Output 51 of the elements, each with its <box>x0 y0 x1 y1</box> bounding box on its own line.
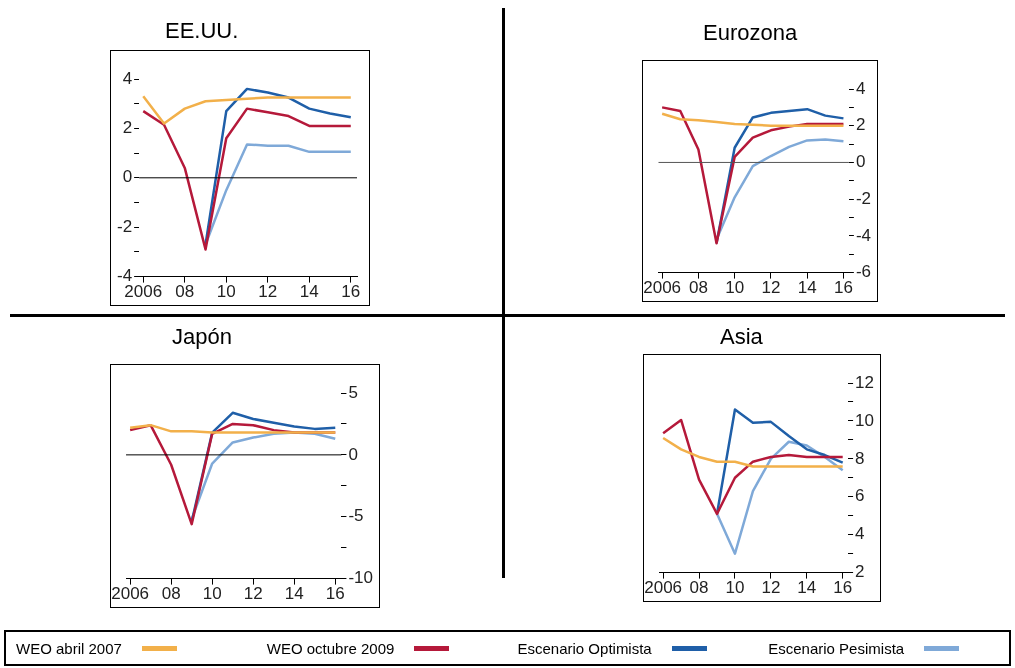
x-tick-label: 12 <box>243 584 263 604</box>
x-tick-label: 2006 <box>643 278 682 298</box>
y-tick-label: 4 <box>855 78 866 98</box>
y-tick-label: 2 <box>122 118 133 138</box>
x-tick-label: 2006 <box>111 584 150 604</box>
y-tick-label: -5 <box>348 506 364 526</box>
chart-title: EE.UU. <box>165 18 239 44</box>
x-tick-label: 08 <box>689 578 709 598</box>
y-tick-label: -4 <box>855 225 872 245</box>
x-tick-label: 12 <box>258 282 278 302</box>
x-tick-label: 14 <box>797 578 817 598</box>
y-tick-label: 0 <box>122 167 133 187</box>
chart-title: Japón <box>172 324 232 350</box>
y-tick-label: -10 <box>348 568 374 588</box>
y-tick-label: -2 <box>116 216 133 236</box>
x-tick-label: 08 <box>161 584 181 604</box>
y-tick-label: 2 <box>855 562 865 582</box>
y-tick-label: -2 <box>855 188 872 208</box>
x-tick-label: 14 <box>284 584 304 604</box>
y-tick-label: 12 <box>855 372 875 392</box>
y-tick-label: 0 <box>348 444 358 464</box>
x-tick-label: 08 <box>688 278 708 298</box>
x-tick-label: 16 <box>833 278 853 298</box>
x-tick-label: 14 <box>797 278 817 298</box>
x-tick-label: 2006 <box>644 578 683 598</box>
y-tick-label: 2 <box>855 115 866 135</box>
y-tick-label: 4 <box>855 524 865 544</box>
y-tick-label: 10 <box>855 410 875 430</box>
x-tick-label: 08 <box>175 282 195 302</box>
x-tick-label: 10 <box>216 282 236 302</box>
legend-label: WEO octubre 2009 <box>266 639 395 657</box>
chart-title: Asia <box>720 324 763 350</box>
y-tick-label: 6 <box>855 486 865 506</box>
x-tick-label: 10 <box>725 278 745 298</box>
y-tick-label: -6 <box>855 262 872 282</box>
y-tick-label: 8 <box>855 448 865 468</box>
legend-label: Escenario Pesimista <box>768 639 905 657</box>
x-tick-label: 16 <box>341 282 361 302</box>
legend-label: Escenario Optimista <box>517 639 652 657</box>
legend-label: WEO abril 2007 <box>16 639 122 657</box>
x-tick-label: 14 <box>299 282 319 302</box>
x-tick-label: 12 <box>761 278 781 298</box>
y-tick-label: 0 <box>855 152 866 172</box>
x-tick-label: 16 <box>325 584 345 604</box>
x-tick-label: 10 <box>202 584 222 604</box>
y-tick-label: 4 <box>122 68 133 88</box>
y-tick-label: 5 <box>348 382 358 402</box>
x-tick-label: 12 <box>761 578 781 598</box>
chart-title: Eurozona <box>703 20 798 46</box>
x-tick-label: 16 <box>833 578 853 598</box>
x-tick-label: 10 <box>725 578 745 598</box>
